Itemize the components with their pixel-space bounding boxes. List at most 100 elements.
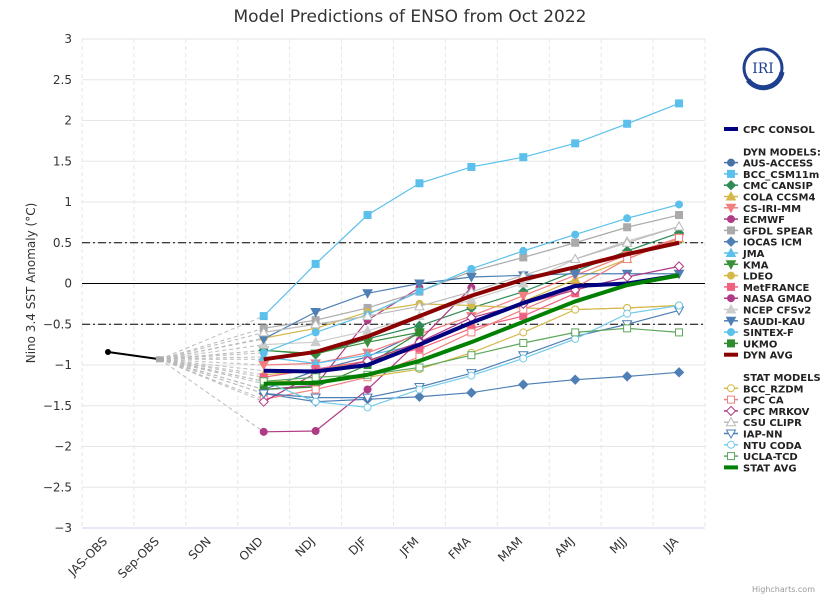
series-cpc-consol [263,273,680,374]
legend-label: KMA [743,260,769,271]
point-marker [519,253,528,262]
legend-label: UKMO [743,339,777,350]
legend-label: CSU CLIPR [743,418,802,429]
point-marker [571,230,580,239]
legend-item[interactable]: MetFRANCE [724,282,809,294]
legend-item[interactable]: CS-IRI-MM [724,203,801,215]
credit[interactable]: Highcharts.com [752,585,815,594]
legend-label: AUS-ACCESS [743,159,813,170]
point-marker [310,308,321,318]
legend-item[interactable]: NASA GMAO [724,294,812,305]
x-axis-ticks: JAS-OBS Sep-OBS SON OND NDJ DJF JFM FMA MAM AMJ MJ… [65,534,682,581]
series-sintex-f [259,200,684,357]
legend-label: CPC MRKOV [743,407,810,418]
legend-header: DYN MODELS: [743,147,820,158]
legend-item[interactable]: BCC_RZDM [724,384,804,395]
series-group [258,99,685,436]
point-marker [727,169,735,178]
point-marker [623,309,632,318]
x-tick-label: FMA [446,534,474,562]
series-line [263,273,680,374]
fan-line [159,352,264,360]
fan-line [159,358,264,372]
legend-label: DYN AVG [743,351,793,362]
point-marker [519,246,528,255]
point-marker [725,429,737,440]
x-tick-label: Sep-OBS [115,534,162,581]
series-dyn-avg [263,240,680,362]
legend-item[interactable]: IAP-NN [724,429,783,441]
point-marker [673,367,685,378]
point-marker [311,397,320,406]
point-marker [415,328,424,337]
point-marker [727,271,735,280]
series-line [263,331,420,355]
point-marker [673,261,685,272]
logo-arc [745,71,785,91]
series-line [263,331,420,391]
legend-symbol [724,465,738,470]
point-marker [518,379,529,390]
observed-point [155,356,164,363]
legend-item[interactable]: CSU CLIPR [724,416,802,430]
legend-item[interactable]: IOCAS ICM [724,236,802,249]
legend-item[interactable]: BCC_CSM11m [724,169,819,181]
point-marker [725,179,737,191]
legend-item[interactable]: JMA [724,247,765,261]
legend-item[interactable]: STAT AVG [724,463,797,474]
point-marker [725,260,737,270]
point-marker [675,301,684,310]
fan-line [159,358,264,394]
y-tick-label: 0.5 [53,236,72,250]
point-marker [727,282,735,291]
x-tick-label: JAS-OBS [65,534,110,579]
legend-item[interactable]: UKMO [724,339,777,350]
point-marker [259,348,268,357]
legend-header: STAT MODELS: [743,373,820,384]
legend-label: BCC_RZDM [743,384,804,395]
legend-item[interactable]: CMC CANSIP [724,179,813,193]
point-marker [466,294,477,304]
legend-item[interactable]: CPC CONSOL [724,125,815,136]
fan-line [159,358,264,403]
legend-item[interactable]: DYN AVG [724,351,793,362]
legend-label: COLA CCSM4 [743,193,815,204]
legend-item[interactable]: ECMWF [724,215,785,226]
legend-item[interactable]: COLA CCSM4 [724,190,815,204]
fan-line [159,358,264,366]
observed-series [104,348,164,363]
legend-item[interactable]: SINTEX-F [724,328,794,339]
fan-line [159,358,264,433]
legend-item[interactable]: NCEP CFSv2 [724,303,811,317]
x-tick-label: NDJ [292,534,317,559]
y-tick-label: 1.5 [53,154,72,168]
y-axis-label: Nino 3.4 SST Anomaly (°C) [24,203,38,364]
y-tick-label: −1.5 [43,399,72,413]
observation-fan [159,315,264,433]
point-marker [258,326,270,337]
legend-item[interactable]: GFDL SPEAR [724,226,813,237]
legend-item[interactable]: AUS-ACCESS [724,158,813,170]
y-tick-label: −1 [54,358,72,372]
point-marker [571,238,580,247]
point-marker [569,269,581,280]
legend-item[interactable]: UCLA-TCD [724,452,798,463]
legend-item[interactable]: LDEO [724,271,773,283]
legend-item[interactable]: CPC MRKOV [724,405,810,418]
legend-item[interactable]: NTU CODA [724,440,802,452]
legend-item[interactable]: CPC CA [724,395,784,407]
fan-line [159,358,264,390]
point-marker [311,385,320,394]
legend-item[interactable]: KMA [724,260,769,271]
x-tick-label: MAM [495,534,525,564]
point-marker [621,371,633,382]
x-tick-label: JJA [660,534,682,556]
point-marker [727,339,735,348]
y-axis-ticks: 3 2.5 2 1.5 1 0.5 0 −0.5 −1 −1.5 −2 −2.5 −3 [43,32,72,535]
point-marker [623,214,632,223]
point-marker [362,393,373,404]
point-marker [466,387,477,398]
legend-item[interactable]: SAUDI-KAU [724,317,805,328]
point-marker [725,303,737,314]
y-tick-label: −2 [54,440,72,454]
